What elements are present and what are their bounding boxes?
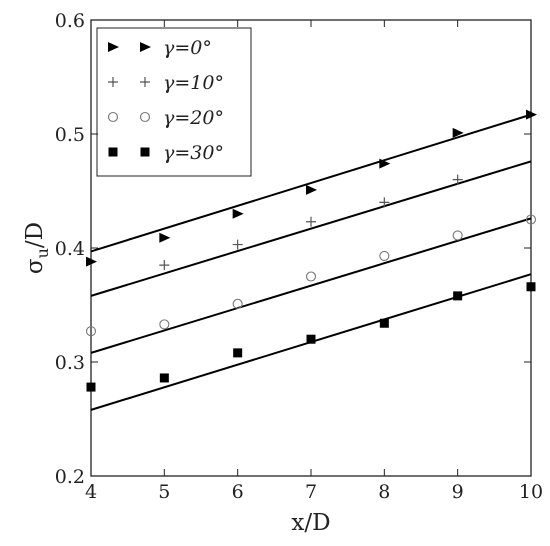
point [86, 382, 96, 392]
point [306, 184, 317, 195]
point [525, 214, 537, 225]
legend-label: γ=0° [163, 37, 212, 59]
x-axis-label: x/D [291, 510, 330, 536]
point [453, 291, 463, 301]
point [305, 271, 317, 282]
fit-line [90, 113, 532, 253]
legend-marker [140, 147, 150, 157]
x-tick-label: 9 [452, 481, 464, 503]
y-tick-label: 0.4 [55, 238, 85, 260]
legend-marker [139, 111, 151, 123]
point [232, 298, 243, 309]
y-axis-label: σu/D [22, 222, 52, 274]
point [86, 256, 97, 267]
x-tick-label: 10 [519, 481, 543, 503]
point [306, 334, 316, 344]
y-tick-label: 0.2 [55, 466, 85, 488]
point [233, 348, 243, 358]
legend-label: γ=20° [163, 107, 224, 129]
point [452, 127, 464, 138]
point [526, 282, 536, 292]
x-tick-label: 7 [305, 481, 317, 503]
legend-label: γ=30° [163, 142, 224, 164]
point [379, 318, 389, 328]
point [452, 174, 463, 185]
legend-marker [108, 147, 118, 157]
x-tick-label: 6 [232, 481, 244, 503]
point [159, 232, 171, 243]
legend-marker [108, 77, 118, 87]
point [379, 250, 390, 262]
y-label-sub: u [33, 248, 52, 258]
point [526, 109, 537, 120]
point [232, 239, 243, 250]
point [159, 260, 170, 271]
point [306, 216, 316, 227]
y-label-base: σ [22, 258, 48, 274]
legend-marker [108, 42, 119, 52]
point [379, 197, 390, 208]
fit-line [90, 217, 532, 354]
x-tick-label: 4 [85, 481, 97, 503]
legend-marker [107, 111, 119, 123]
point [159, 373, 169, 383]
x-tick-label: 5 [158, 481, 170, 503]
point [159, 319, 170, 330]
y-tick-label: 0.5 [55, 124, 85, 146]
y-label-rest: /D [22, 222, 48, 248]
point [232, 208, 244, 219]
legend-label: γ=10° [163, 72, 224, 94]
legend-box [96, 27, 252, 177]
y-tick-label: 0.6 [55, 10, 85, 32]
point [379, 158, 391, 169]
legend-marker [140, 42, 151, 52]
point [85, 326, 97, 337]
legend-marker [140, 77, 150, 87]
point [452, 230, 463, 241]
x-tick-label: 8 [378, 481, 390, 503]
y-tick-label: 0.3 [55, 352, 85, 374]
fit-line [90, 160, 532, 297]
